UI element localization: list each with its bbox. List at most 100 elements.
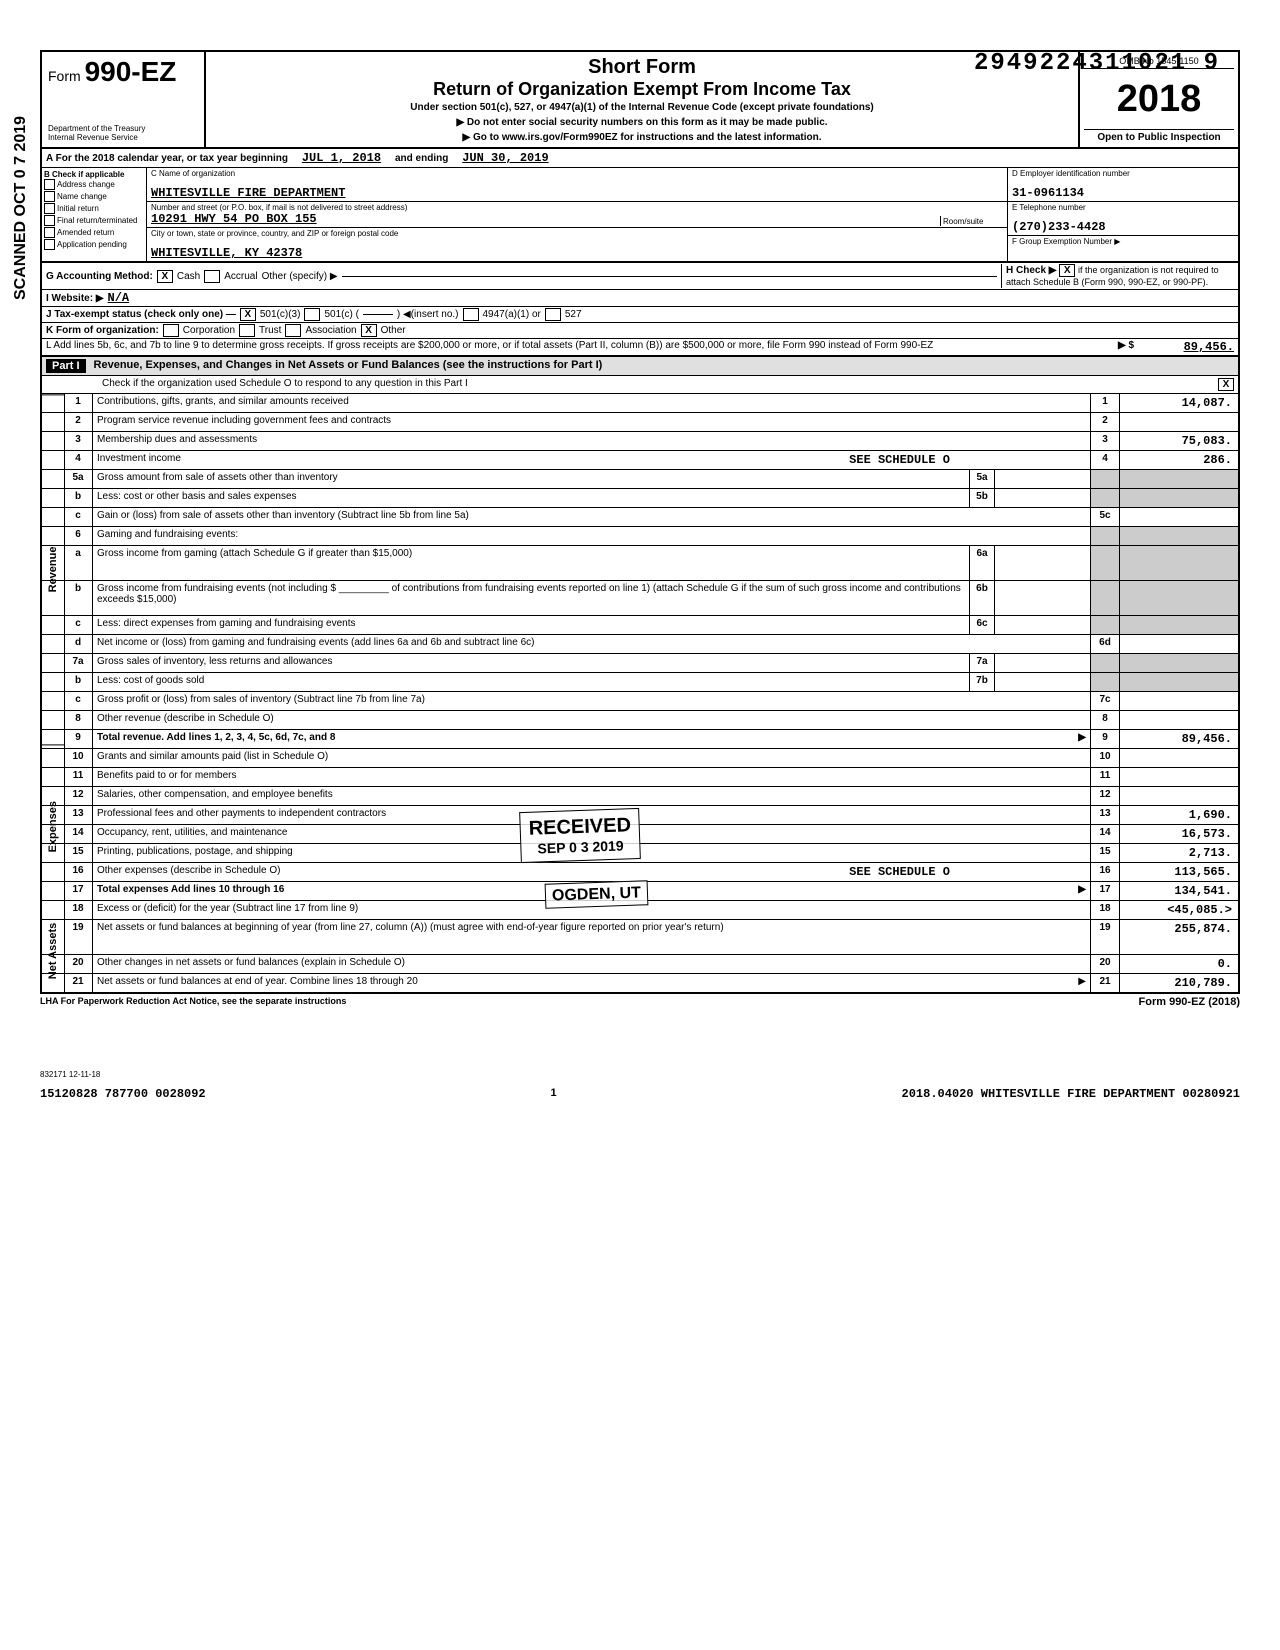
- checkbox-h[interactable]: X: [1059, 264, 1075, 277]
- table-row: 1Contributions, gifts, grants, and simil…: [42, 394, 1238, 413]
- table-row: 4Investment incomeSEE SCHEDULE O4286.: [42, 451, 1238, 470]
- checkbox-initial-return[interactable]: [44, 203, 55, 214]
- line-value: [1119, 711, 1238, 729]
- return-title: Return of Organization Exempt From Incom…: [214, 79, 1070, 100]
- table-row: bGross income from fundraising events (n…: [42, 581, 1238, 616]
- room-label: Room/suite: [943, 217, 983, 226]
- line-number: 8: [64, 711, 93, 729]
- line-number: b: [64, 673, 93, 691]
- line-value: [1119, 489, 1238, 507]
- line-number: 16: [64, 863, 93, 881]
- table-row: 8Other revenue (describe in Schedule O)8: [42, 711, 1238, 730]
- software-version: 832171 12-11-18: [40, 1070, 1240, 1079]
- line-description: Gross income from gaming (attach Schedul…: [93, 546, 969, 580]
- line-number: 7a: [64, 654, 93, 672]
- checkbox-cash[interactable]: X: [157, 270, 173, 283]
- line-description: Other changes in net assets or fund bala…: [93, 955, 1090, 973]
- warning-ssn: ▶ Do not enter social security numbers o…: [214, 117, 1070, 128]
- line-description: Gain or (loss) from sale of assets other…: [93, 508, 1090, 526]
- line-number: 21: [64, 974, 93, 992]
- line-description: Net assets or fund balances at end of ye…: [93, 974, 1090, 992]
- line-value: [1119, 673, 1238, 691]
- line-number: 6: [64, 527, 93, 545]
- footer-lha: LHA For Paperwork Reduction Act Notice, …: [40, 996, 346, 1008]
- line-description: Net income or (loss) from gaming and fun…: [93, 635, 1090, 653]
- table-row: 2Program service revenue including gover…: [42, 413, 1238, 432]
- line-number: 9: [64, 730, 93, 748]
- checkbox-final-return[interactable]: [44, 215, 55, 226]
- line-value: 134,541.: [1119, 882, 1238, 900]
- table-row: bLess: cost of goods sold7b: [42, 673, 1238, 692]
- ein: 31-0961134: [1012, 186, 1234, 200]
- ogden-stamp: OGDEN, UT: [545, 880, 649, 909]
- line-value: 255,874.: [1119, 920, 1238, 954]
- table-row: 21Net assets or fund balances at end of …: [42, 974, 1238, 992]
- line-description: Net assets or fund balances at beginning…: [93, 920, 1090, 954]
- line-value: [1119, 470, 1238, 488]
- line-value: 1,690.: [1119, 806, 1238, 824]
- line-value: [1119, 616, 1238, 634]
- checkbox-accrual[interactable]: [204, 270, 220, 283]
- line-value: [1119, 768, 1238, 786]
- line-value: [1119, 635, 1238, 653]
- checkbox-501c[interactable]: [304, 308, 320, 321]
- line-description: Salaries, other compensation, and employ…: [93, 787, 1090, 805]
- client-code: 15120828 787700 0028092: [40, 1087, 206, 1101]
- e-label: E Telephone number: [1012, 203, 1086, 212]
- side-label: Expenses: [42, 744, 64, 909]
- table-row: cGain or (loss) from sale of assets othe…: [42, 508, 1238, 527]
- line-l-gross-receipts: L Add lines 5b, 6c, and 7b to line 9 to …: [40, 339, 1240, 357]
- side-label: Revenue: [42, 394, 64, 744]
- entity-block: B Check if applicable Address change Nam…: [40, 168, 1240, 263]
- line-number: 19: [64, 920, 93, 954]
- line-number: 3: [64, 432, 93, 450]
- checkbox-app-pending[interactable]: [44, 239, 55, 250]
- line-number: 15: [64, 844, 93, 862]
- line-description: Less: direct expenses from gaming and fu…: [93, 616, 969, 634]
- d-label: D Employer identification number: [1012, 169, 1130, 178]
- line-number: c: [64, 616, 93, 634]
- table-row: 20Other changes in net assets or fund ba…: [42, 955, 1238, 974]
- line-number: 4: [64, 451, 93, 469]
- checkbox-assoc[interactable]: [285, 324, 301, 337]
- line-value: [1119, 546, 1238, 580]
- line-i-website: I Website: ▶ N/A: [40, 290, 1240, 307]
- short-form-title: Short Form: [214, 56, 1070, 79]
- table-row: bLess: cost or other basis and sales exp…: [42, 489, 1238, 508]
- table-row: 9Total revenue. Add lines 1, 2, 3, 4, 5c…: [42, 730, 1238, 749]
- line-description: Gaming and fundraising events:: [93, 527, 1090, 545]
- tax-year: 2018: [1084, 78, 1234, 121]
- checkbox-name-change[interactable]: [44, 191, 55, 202]
- line-number: c: [64, 508, 93, 526]
- line-description: Investment incomeSEE SCHEDULE O: [93, 451, 1090, 469]
- table-row: 16Other expenses (describe in Schedule O…: [42, 863, 1238, 882]
- table-row: cLess: direct expenses from gaming and f…: [42, 616, 1238, 635]
- checkbox-schedule-o[interactable]: X: [1218, 378, 1234, 391]
- f-label: F Group Exemption Number ▶: [1012, 237, 1120, 246]
- received-stamp: RECEIVED SEP 0 3 2019: [519, 808, 641, 863]
- checkbox-4947[interactable]: [463, 308, 479, 321]
- checkbox-501c3[interactable]: X: [240, 308, 256, 321]
- table-row: 11Benefits paid to or for members11: [42, 768, 1238, 787]
- line-description: Total revenue. Add lines 1, 2, 3, 4, 5c,…: [93, 730, 1090, 748]
- checkbox-other-org[interactable]: X: [361, 324, 377, 337]
- city-label: City or town, state or province, country…: [151, 229, 398, 238]
- checkbox-527[interactable]: [545, 308, 561, 321]
- table-row: cGross profit or (loss) from sales of in…: [42, 692, 1238, 711]
- city-state-zip: WHITESVILLE, KY 42378: [151, 246, 1003, 260]
- line-number: 20: [64, 955, 93, 973]
- part1-schedule-o-check: Check if the organization used Schedule …: [40, 376, 1240, 394]
- footer-form-ref: Form 990-EZ (2018): [1139, 996, 1240, 1008]
- checkbox-amended[interactable]: [44, 227, 55, 238]
- line-value: <45,085.>: [1119, 901, 1238, 919]
- checkbox-address-change[interactable]: [44, 179, 55, 190]
- checkbox-corp[interactable]: [163, 324, 179, 337]
- checkbox-trust[interactable]: [239, 324, 255, 337]
- c-label: C Name of organization: [151, 169, 235, 178]
- table-row: 6Gaming and fundraising events:: [42, 527, 1238, 546]
- row-a-tax-year: A For the 2018 calendar year, or tax yea…: [40, 149, 1240, 168]
- org-name: WHITESVILLE FIRE DEPARTMENT: [151, 186, 1003, 200]
- website: N/A: [108, 291, 130, 305]
- line-description: Less: cost or other basis and sales expe…: [93, 489, 969, 507]
- line-number: 1: [64, 394, 93, 412]
